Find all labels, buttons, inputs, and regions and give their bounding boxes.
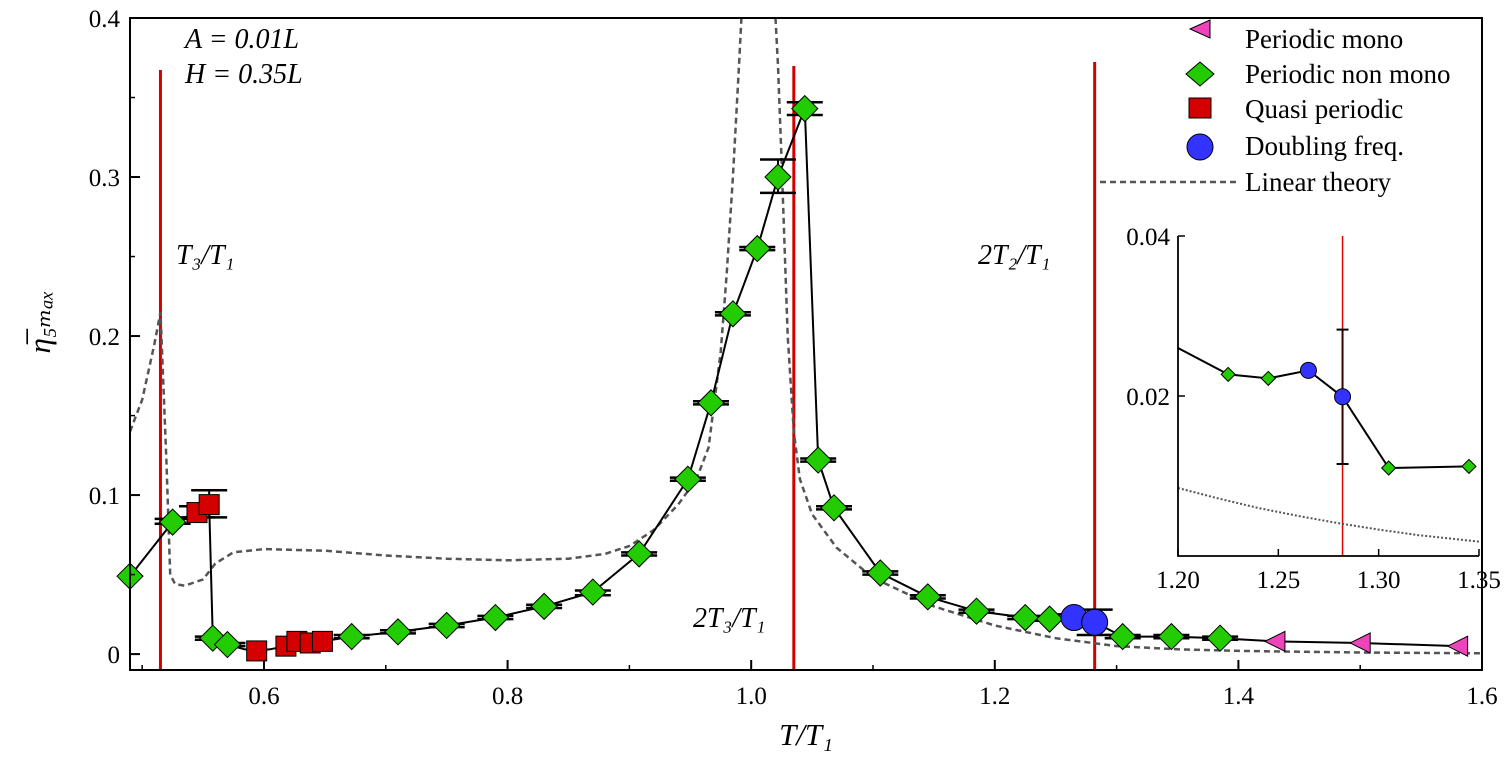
- data-point-quasi-periodic: [311, 630, 333, 652]
- legend-label-linear-theory: Linear theory: [1245, 167, 1392, 197]
- vline-label-2t3: 2T₃/T₁: [693, 603, 765, 634]
- data-point-periodic-mono: [1263, 630, 1286, 653]
- legend-label-periodic-mono: Periodic mono: [1245, 24, 1403, 54]
- data-point-periodic-non-mono: [866, 559, 895, 587]
- inset-x-tick-label: 1.35: [1457, 567, 1501, 594]
- data-point-periodic-non-mono: [697, 389, 725, 417]
- inset-y-tick-label: 0.02: [1126, 384, 1170, 411]
- x-axis-title: T/T₁: [779, 717, 833, 752]
- data-point-periodic-non-mono: [743, 234, 771, 263]
- data-point-periodic-non-mono: [579, 578, 607, 606]
- inset-x-tick-label: 1.25: [1256, 567, 1300, 594]
- y-tick-label: 0.2: [89, 324, 120, 351]
- legend-marker-doubling-freq: [1186, 133, 1214, 161]
- data-point-periodic-non-mono: [530, 592, 558, 621]
- data-point-periodic-non-mono: [1011, 603, 1039, 632]
- data-point-periodic-non-mono: [764, 163, 792, 191]
- inset-data-point-doubling-freq: [1334, 388, 1352, 406]
- linear-theory-curve-right: [774, 18, 1482, 655]
- data-point-quasi-periodic: [246, 640, 268, 662]
- data-point-periodic-non-mono: [1035, 605, 1064, 633]
- inset-data-point-periodic-non-mono: [1461, 458, 1477, 475]
- legend-label-periodic-non-mono: Periodic non mono: [1245, 59, 1450, 89]
- vline-label-t3: T₃/T₁: [176, 240, 234, 271]
- data-point-periodic-non-mono: [481, 603, 510, 632]
- data-point-periodic-non-mono: [625, 540, 653, 568]
- legend-label-quasi-periodic: Quasi periodic: [1245, 94, 1403, 124]
- data-point-periodic-non-mono: [1157, 622, 1186, 651]
- data-point-periodic-non-mono: [791, 94, 819, 123]
- legend: Periodic mono Periodic non mono Quasi pe…: [1100, 19, 1450, 197]
- x-tick-label: 1.0: [736, 683, 767, 710]
- data-point-periodic-non-mono: [337, 622, 366, 651]
- inset-plot: 1.20 1.25 1.30 1.35 0.02 0.04: [1126, 224, 1501, 594]
- data-point-periodic-non-mono: [962, 597, 991, 625]
- param-depth: H = 0.35L: [184, 59, 303, 90]
- data-point-doubling-freq: [1081, 608, 1109, 636]
- data-point-periodic-non-mono: [158, 508, 187, 536]
- inset-x-tick-label: 1.20: [1156, 567, 1200, 594]
- inset-linear-theory-curve: [1178, 487, 1480, 543]
- legend-marker-periodic-non-mono: [1185, 61, 1215, 87]
- data-point-periodic-non-mono: [432, 611, 461, 640]
- main-plot-area: 0.6 0.8 1.0 1.2 1.4 1.6 0 0.1 0.2 0.3 0.4: [89, 6, 1498, 710]
- data-point-periodic-non-mono: [719, 300, 747, 328]
- y-tick-label: 0.3: [89, 165, 120, 192]
- x-tick-label: 1.6: [1466, 683, 1497, 710]
- y-tick-label: 0.1: [89, 483, 120, 510]
- x-tick-label: 1.2: [979, 683, 1010, 710]
- legend-marker-quasi-periodic: [1188, 97, 1212, 119]
- data-point-periodic-non-mono: [804, 446, 832, 474]
- data-point-quasi-periodic: [198, 494, 220, 516]
- data-point-periodic-non-mono: [1206, 624, 1234, 652]
- y-tick-label: 0.4: [89, 6, 121, 33]
- param-amplitude: A = 0.01L: [183, 24, 299, 55]
- legend-label-doubling-freq: Doubling freq.: [1245, 131, 1404, 161]
- data-point-periodic-mono: [1446, 635, 1469, 657]
- data-point-periodic-non-mono: [820, 494, 848, 522]
- x-tick-label: 1.4: [1223, 683, 1255, 710]
- data-point-periodic-non-mono: [213, 630, 242, 659]
- main-axes-frame: [129, 17, 1483, 671]
- inset-x-tick-label: 1.30: [1357, 567, 1401, 594]
- linear-theory-curve-left: [130, 18, 743, 587]
- x-tick-label: 0.8: [492, 683, 523, 710]
- inset-data-point-periodic-non-mono: [1260, 370, 1277, 387]
- y-tick-label: 0: [108, 642, 121, 669]
- y-axis-title: η̅₅ₘₐₓ: [22, 290, 57, 353]
- x-tick-label: 0.6: [248, 683, 279, 710]
- inset-data-point-doubling-freq: [1299, 361, 1317, 379]
- data-point-periodic-non-mono: [1108, 622, 1137, 651]
- data-point-periodic-non-mono: [384, 618, 412, 646]
- inset-data-point-periodic-non-mono: [1220, 366, 1236, 383]
- inset-y-tick-label: 0.04: [1126, 224, 1170, 251]
- vline-label-2t2: 2T₂/T₁: [978, 240, 1050, 271]
- data-point-periodic-non-mono: [914, 583, 942, 611]
- legend-marker-periodic-mono: [1188, 19, 1211, 39]
- data-point-periodic-mono: [1349, 632, 1371, 654]
- data-point-periodic-non-mono: [674, 465, 702, 493]
- inset-data-point-periodic-non-mono: [1380, 460, 1397, 476]
